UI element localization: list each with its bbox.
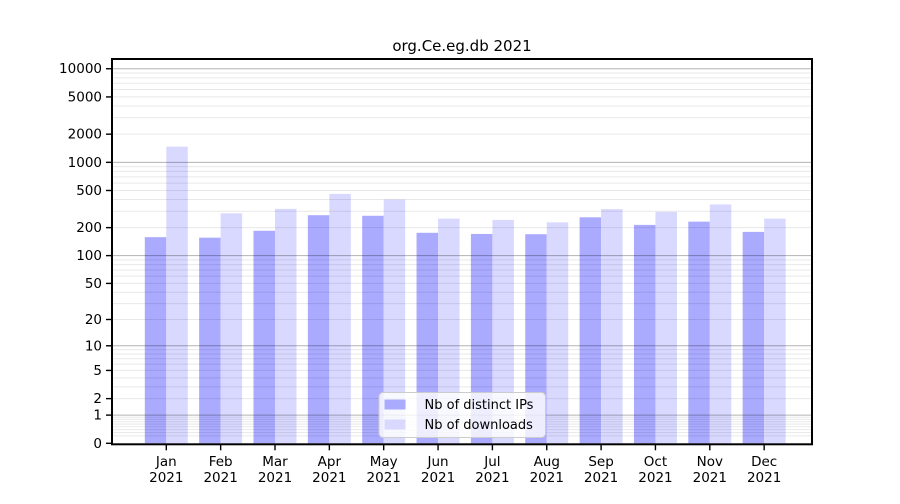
bar-downloads-jul bbox=[492, 219, 514, 444]
y-tick-label: 10 bbox=[85, 338, 102, 354]
plot-border bbox=[111, 58, 813, 446]
x-tick-label: Jan 2021 bbox=[149, 454, 183, 486]
legend-box bbox=[378, 392, 546, 438]
bar-downloads-mar bbox=[275, 208, 297, 444]
axes-layer: 0 12 5 10 20 50 100 200 500 1000 2000 5000 10000 Jan 2… bbox=[59, 58, 813, 486]
bar-distinct-ips-jul bbox=[470, 233, 493, 444]
y-tick-label: 5000 bbox=[68, 89, 102, 105]
x-tick-label: Apr 2021 bbox=[312, 454, 346, 486]
bar-distinct-ips-mar bbox=[253, 230, 275, 444]
x-tick-label: Sep 2021 bbox=[584, 454, 618, 486]
bar-downloads-oct bbox=[655, 211, 677, 444]
x-tick-label: Jun 2021 bbox=[421, 454, 455, 486]
x-tick-label: Feb 2021 bbox=[203, 454, 237, 486]
y-tick-label: 1000 bbox=[68, 155, 102, 171]
y-tick-label: 5 bbox=[93, 363, 102, 379]
x-tick-label: Mar 2021 bbox=[258, 454, 292, 486]
y-tick-label: 100 bbox=[76, 248, 102, 264]
y-tick-label: 2000 bbox=[68, 127, 102, 143]
bar-downloads-dec bbox=[764, 218, 786, 444]
bar-distinct-ips-aug bbox=[525, 234, 547, 444]
y-tick-label: 2 bbox=[93, 391, 102, 407]
bar-downloads-jun bbox=[438, 218, 460, 444]
bar-distinct-ips-sep bbox=[579, 217, 602, 444]
bar-distinct-ips-may bbox=[362, 215, 384, 444]
x-tick-label: Oct 2021 bbox=[638, 454, 672, 486]
bars-layer bbox=[144, 146, 786, 444]
chart-title: org.Ce.eg.db 2021 bbox=[392, 37, 531, 55]
bar-downloads-nov bbox=[709, 204, 732, 444]
legend-label-downloads: Nb of downloads bbox=[425, 418, 534, 433]
y-tick-label: 1 bbox=[93, 408, 102, 424]
y-tick-label: 10000 bbox=[59, 61, 102, 77]
bar-downloads-feb bbox=[220, 213, 243, 444]
bar-downloads-jan bbox=[166, 146, 188, 444]
bar-downloads-aug bbox=[546, 222, 569, 444]
legend: Nb of distinct IPs Nb of downloads bbox=[378, 392, 546, 438]
x-tick-label: Dec 2021 bbox=[747, 454, 781, 486]
y-tick-label: 500 bbox=[76, 183, 102, 199]
bar-distinct-ips-feb bbox=[199, 237, 221, 444]
x-tick-label: Aug 2021 bbox=[530, 454, 564, 486]
y-tick-label: 200 bbox=[76, 220, 102, 236]
y-tick-label: 20 bbox=[85, 312, 102, 328]
y-tick-label: 0 bbox=[93, 436, 102, 452]
legend-swatch-distinct-ips bbox=[384, 399, 406, 410]
bar-downloads-may bbox=[383, 199, 406, 444]
grid-layer bbox=[113, 68, 811, 437]
x-tick-label: Nov 2021 bbox=[693, 454, 727, 486]
y-tick-label: 50 bbox=[85, 276, 102, 292]
legend-label-distinct-ips: Nb of distinct IPs bbox=[425, 398, 534, 413]
bar-distinct-ips-dec bbox=[742, 231, 765, 444]
x-tick-label: May 2021 bbox=[367, 454, 401, 486]
bar-distinct-ips-oct bbox=[633, 224, 656, 444]
bar-downloads-sep bbox=[601, 209, 623, 444]
bar-distinct-ips-jun bbox=[416, 232, 439, 444]
bar-distinct-ips-apr bbox=[307, 215, 330, 444]
x-tick-label: Jul 2021 bbox=[475, 454, 509, 486]
bar-distinct-ips-jan bbox=[144, 237, 167, 444]
bar-downloads-apr bbox=[329, 193, 351, 444]
bar-distinct-ips-nov bbox=[688, 221, 710, 444]
legend-swatch-downloads bbox=[384, 419, 406, 430]
